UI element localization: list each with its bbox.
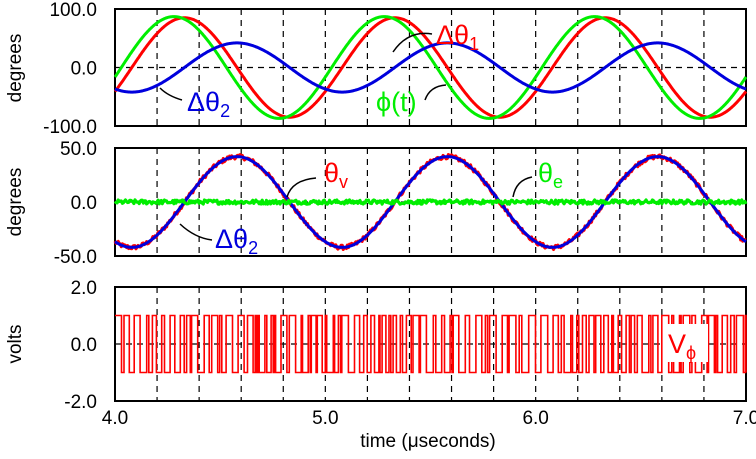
annotation-background xyxy=(664,324,708,362)
y-tick-label: 100.0 xyxy=(49,0,97,21)
pointer-line xyxy=(512,176,533,198)
annotation-text: θv xyxy=(324,158,348,192)
pointer-line xyxy=(179,223,213,241)
annotation-delta-theta-2-top: Δθ2 xyxy=(159,87,230,121)
y-tick-label: -50.0 xyxy=(54,247,97,268)
y-tick-label: 2.0 xyxy=(71,278,97,299)
x-tick-label: 5.0 xyxy=(312,408,338,429)
series-delta-theta-1 xyxy=(113,16,748,119)
annotation-theta-e: θe xyxy=(512,158,563,198)
y-tick-label: -2.0 xyxy=(64,392,97,413)
series-theta-e xyxy=(113,198,748,206)
panel-middle: -50.0 0.0 50.0 degrees θv θe Δθ2 xyxy=(5,139,748,268)
y-tick-label: 0.0 xyxy=(71,59,97,80)
series-v-phi xyxy=(115,314,747,374)
y-tick-label: 50.0 xyxy=(60,139,97,160)
pointer-line xyxy=(424,84,447,101)
x-tick-labels: 4.0 5.0 6.0 7.0 xyxy=(102,408,756,429)
annotation-theta-v: θv xyxy=(286,158,348,198)
annotation-phi-t: ϕ(t) xyxy=(376,84,447,117)
panel-bottom-ylabel: volts xyxy=(5,324,26,363)
pointer-line xyxy=(159,87,183,101)
panel-bottom-series xyxy=(115,314,747,374)
annotation-delta-theta-2-mid: Δθ2 xyxy=(179,223,258,258)
series-delta-theta-2 xyxy=(114,155,747,249)
x-axis-label: time (μseconds) xyxy=(360,431,496,452)
x-tick-label: 4.0 xyxy=(102,408,128,429)
panel-top-yticks: -100.0 0.0 100.0 xyxy=(43,0,97,138)
panel-bottom: -2.0 0.0 2.0 Vϕ volts 4.0 5.0 6.0 7.0 time (μ… xyxy=(5,278,756,452)
y-tick-label: -100.0 xyxy=(43,117,97,138)
annotation-text: Δθ1 xyxy=(436,20,479,54)
annotation-text: Δθ2 xyxy=(187,87,230,121)
annotation-text: Δθ2 xyxy=(215,224,258,258)
annotation-v-phi: Vϕ xyxy=(668,329,696,363)
y-tick-label: 0.0 xyxy=(71,193,97,214)
series-delta-theta-2 xyxy=(114,41,747,94)
annotation-text: ϕ(t) xyxy=(376,87,417,117)
panel-top-ylabel: degrees xyxy=(5,34,26,103)
pointer-line xyxy=(286,177,317,198)
panel-middle-ylabel: degrees xyxy=(5,168,26,237)
annotation-delta-theta-1: Δθ1 xyxy=(392,20,479,54)
x-tick-label: 6.0 xyxy=(522,408,548,429)
panel-bottom-yticks: -2.0 0.0 2.0 xyxy=(64,278,97,413)
panel-middle-series xyxy=(113,153,748,251)
annotation-text: θe xyxy=(538,158,563,192)
panel-top-grid xyxy=(115,9,746,126)
panel-top-series xyxy=(113,15,748,120)
y-tick-label: 0.0 xyxy=(71,335,97,356)
series-phi-t xyxy=(113,15,748,120)
panel-middle-yticks: -50.0 0.0 50.0 xyxy=(54,139,97,268)
pointer-line xyxy=(392,32,433,53)
panel-top: -100.0 0.0 100.0 degrees Δθ1 ϕ(t) Δθ2 xyxy=(5,0,748,138)
x-tick-label: 7.0 xyxy=(733,408,756,429)
